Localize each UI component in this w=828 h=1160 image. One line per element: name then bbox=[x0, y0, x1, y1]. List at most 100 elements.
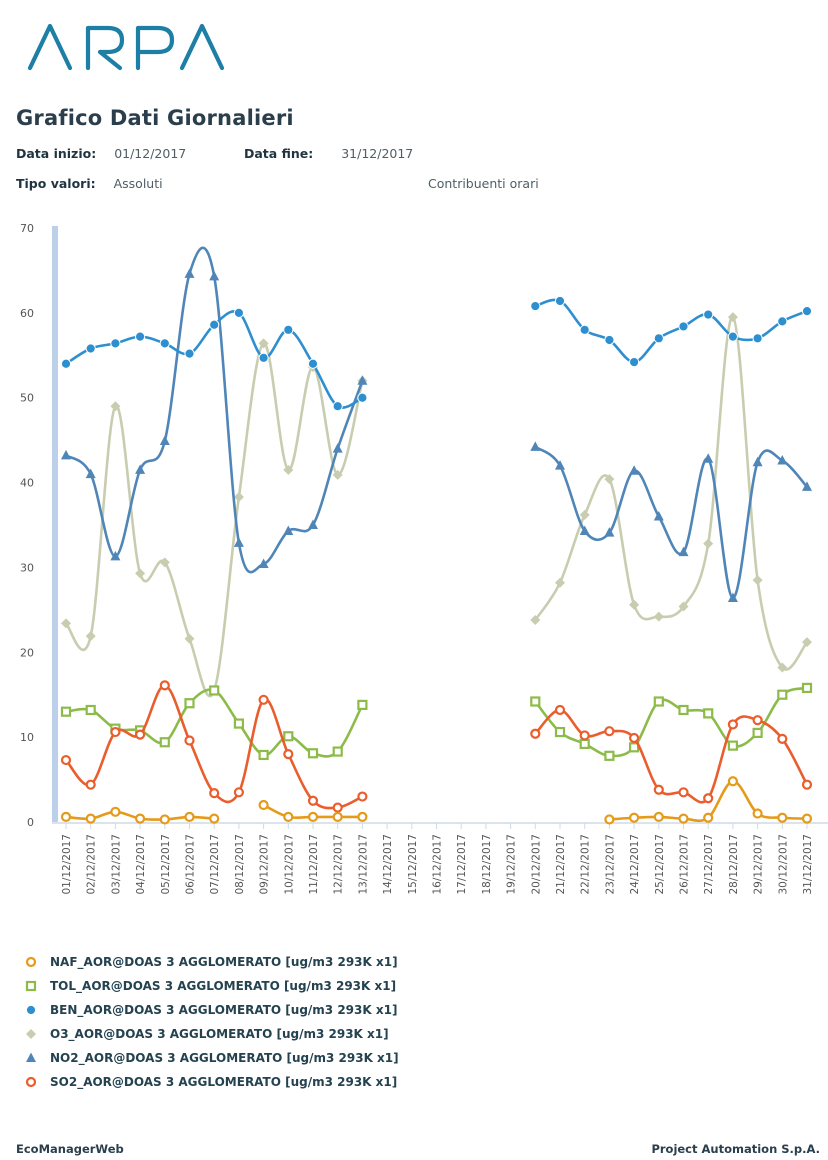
legend-marker-icon bbox=[25, 1004, 37, 1016]
data-point bbox=[307, 358, 319, 369]
data-point bbox=[184, 811, 195, 823]
data-point bbox=[801, 682, 813, 694]
data-point bbox=[357, 375, 368, 385]
data-point bbox=[703, 793, 714, 804]
data-point bbox=[727, 719, 739, 730]
chart-legend: NAF_AOR@DOAS 3 AGGLOMERATO [ug/m3 293K x… bbox=[24, 950, 399, 1094]
data-point bbox=[530, 300, 541, 312]
series-4 bbox=[61, 246, 812, 602]
x-tick-label: 26/12/2017 bbox=[679, 834, 691, 895]
data-point bbox=[184, 735, 195, 746]
data-point bbox=[110, 726, 121, 738]
data-point bbox=[604, 726, 615, 737]
y-tick-label: 10 bbox=[20, 731, 34, 744]
data-point bbox=[653, 696, 664, 707]
data-point bbox=[554, 726, 566, 738]
data-point bbox=[801, 779, 813, 790]
legend-item[interactable]: TOL_AOR@DOAS 3 AGGLOMERATO [ug/m3 293K x… bbox=[24, 974, 399, 998]
data-point bbox=[703, 453, 714, 463]
data-point bbox=[184, 698, 195, 709]
data-point bbox=[61, 449, 71, 460]
legend-item[interactable]: O3_AOR@DOAS 3 AGGLOMERATO [ug/m3 293K x1… bbox=[24, 1022, 399, 1046]
x-tick-label: 07/12/2017 bbox=[209, 834, 221, 895]
x-tick-label: 08/12/2017 bbox=[234, 834, 246, 895]
page-title: Grafico Dati Giornalieri bbox=[16, 106, 294, 130]
series-0 bbox=[60, 776, 813, 825]
legend-marker-icon bbox=[26, 1052, 36, 1062]
series-line bbox=[534, 445, 808, 600]
data-point bbox=[307, 795, 319, 806]
data-point bbox=[159, 814, 170, 825]
x-tick-label: 24/12/2017 bbox=[629, 834, 641, 895]
data-point bbox=[579, 509, 590, 520]
data-point bbox=[308, 519, 318, 529]
data-point bbox=[653, 811, 664, 823]
legend-marker bbox=[25, 956, 37, 968]
data-point bbox=[579, 730, 590, 741]
legend-marker bbox=[26, 1029, 36, 1039]
legend-item[interactable]: SO2_AOR@DOAS 3 AGGLOMERATO [ug/m3 293K x… bbox=[24, 1070, 399, 1094]
legend-label: TOL_AOR@DOAS 3 AGGLOMERATO [ug/m3 293K x… bbox=[50, 979, 397, 993]
data-point bbox=[184, 268, 195, 278]
x-tick-label: 13/12/2017 bbox=[357, 834, 369, 895]
data-point bbox=[727, 776, 739, 787]
data-point bbox=[283, 324, 294, 335]
data-point bbox=[209, 685, 220, 696]
data-point bbox=[653, 784, 664, 795]
data-point bbox=[579, 324, 590, 335]
data-point bbox=[678, 787, 689, 798]
legend-item[interactable]: NO2_AOR@DOAS 3 AGGLOMERATO [ug/m3 293K x… bbox=[24, 1046, 399, 1070]
legend-item[interactable]: NAF_AOR@DOAS 3 AGGLOMERATO [ug/m3 293K x… bbox=[24, 950, 399, 974]
data-point bbox=[60, 706, 72, 717]
data-point bbox=[85, 631, 96, 642]
data-point bbox=[554, 704, 566, 716]
data-point bbox=[357, 791, 368, 802]
hourly-contributors-label: Contribuenti orari bbox=[428, 176, 539, 191]
data-point bbox=[777, 662, 788, 673]
data-point bbox=[209, 270, 220, 281]
y-tick-label: 40 bbox=[20, 477, 34, 490]
data-point bbox=[579, 525, 590, 535]
data-point bbox=[727, 740, 739, 751]
data-point bbox=[233, 537, 244, 547]
data-point bbox=[628, 732, 640, 744]
series-line bbox=[534, 686, 808, 758]
data-point bbox=[727, 312, 738, 323]
x-tick-label: 18/12/2017 bbox=[481, 834, 493, 895]
x-tick-label: 11/12/2017 bbox=[308, 834, 320, 895]
data-point bbox=[233, 491, 244, 502]
data-point bbox=[60, 811, 72, 823]
data-point bbox=[530, 728, 541, 739]
y-tick-label: 70 bbox=[20, 222, 34, 235]
data-point bbox=[703, 309, 714, 320]
series-line bbox=[534, 315, 809, 671]
data-point bbox=[678, 546, 689, 557]
data-point bbox=[332, 811, 343, 823]
x-tick-label: 27/12/2017 bbox=[703, 834, 715, 895]
legend-marker bbox=[26, 1052, 36, 1062]
data-point bbox=[332, 802, 343, 813]
data-point bbox=[258, 749, 269, 761]
data-point bbox=[85, 704, 96, 716]
legend-marker-icon bbox=[25, 956, 37, 968]
data-point bbox=[357, 699, 368, 710]
series-line bbox=[65, 246, 364, 574]
data-point bbox=[777, 689, 788, 700]
data-point bbox=[554, 295, 566, 307]
legend-marker-icon bbox=[26, 1029, 36, 1039]
data-point bbox=[678, 813, 689, 824]
data-point bbox=[135, 331, 146, 342]
end-date-value: 31/12/2017 bbox=[341, 146, 414, 161]
data-point bbox=[332, 401, 343, 412]
x-tick-label: 14/12/2017 bbox=[382, 834, 394, 895]
data-point bbox=[628, 812, 640, 823]
legend-item[interactable]: BEN_AOR@DOAS 3 AGGLOMERATO [ug/m3 293K x… bbox=[24, 998, 399, 1022]
data-point bbox=[135, 729, 146, 740]
series-line bbox=[534, 298, 808, 364]
data-point bbox=[357, 392, 368, 403]
data-point bbox=[678, 321, 689, 332]
y-tick-label: 0 bbox=[27, 816, 34, 829]
legend-label: O3_AOR@DOAS 3 AGGLOMERATO [ug/m3 293K x1… bbox=[50, 1027, 389, 1041]
series-3 bbox=[61, 312, 812, 698]
x-tick-label: 06/12/2017 bbox=[185, 834, 197, 895]
